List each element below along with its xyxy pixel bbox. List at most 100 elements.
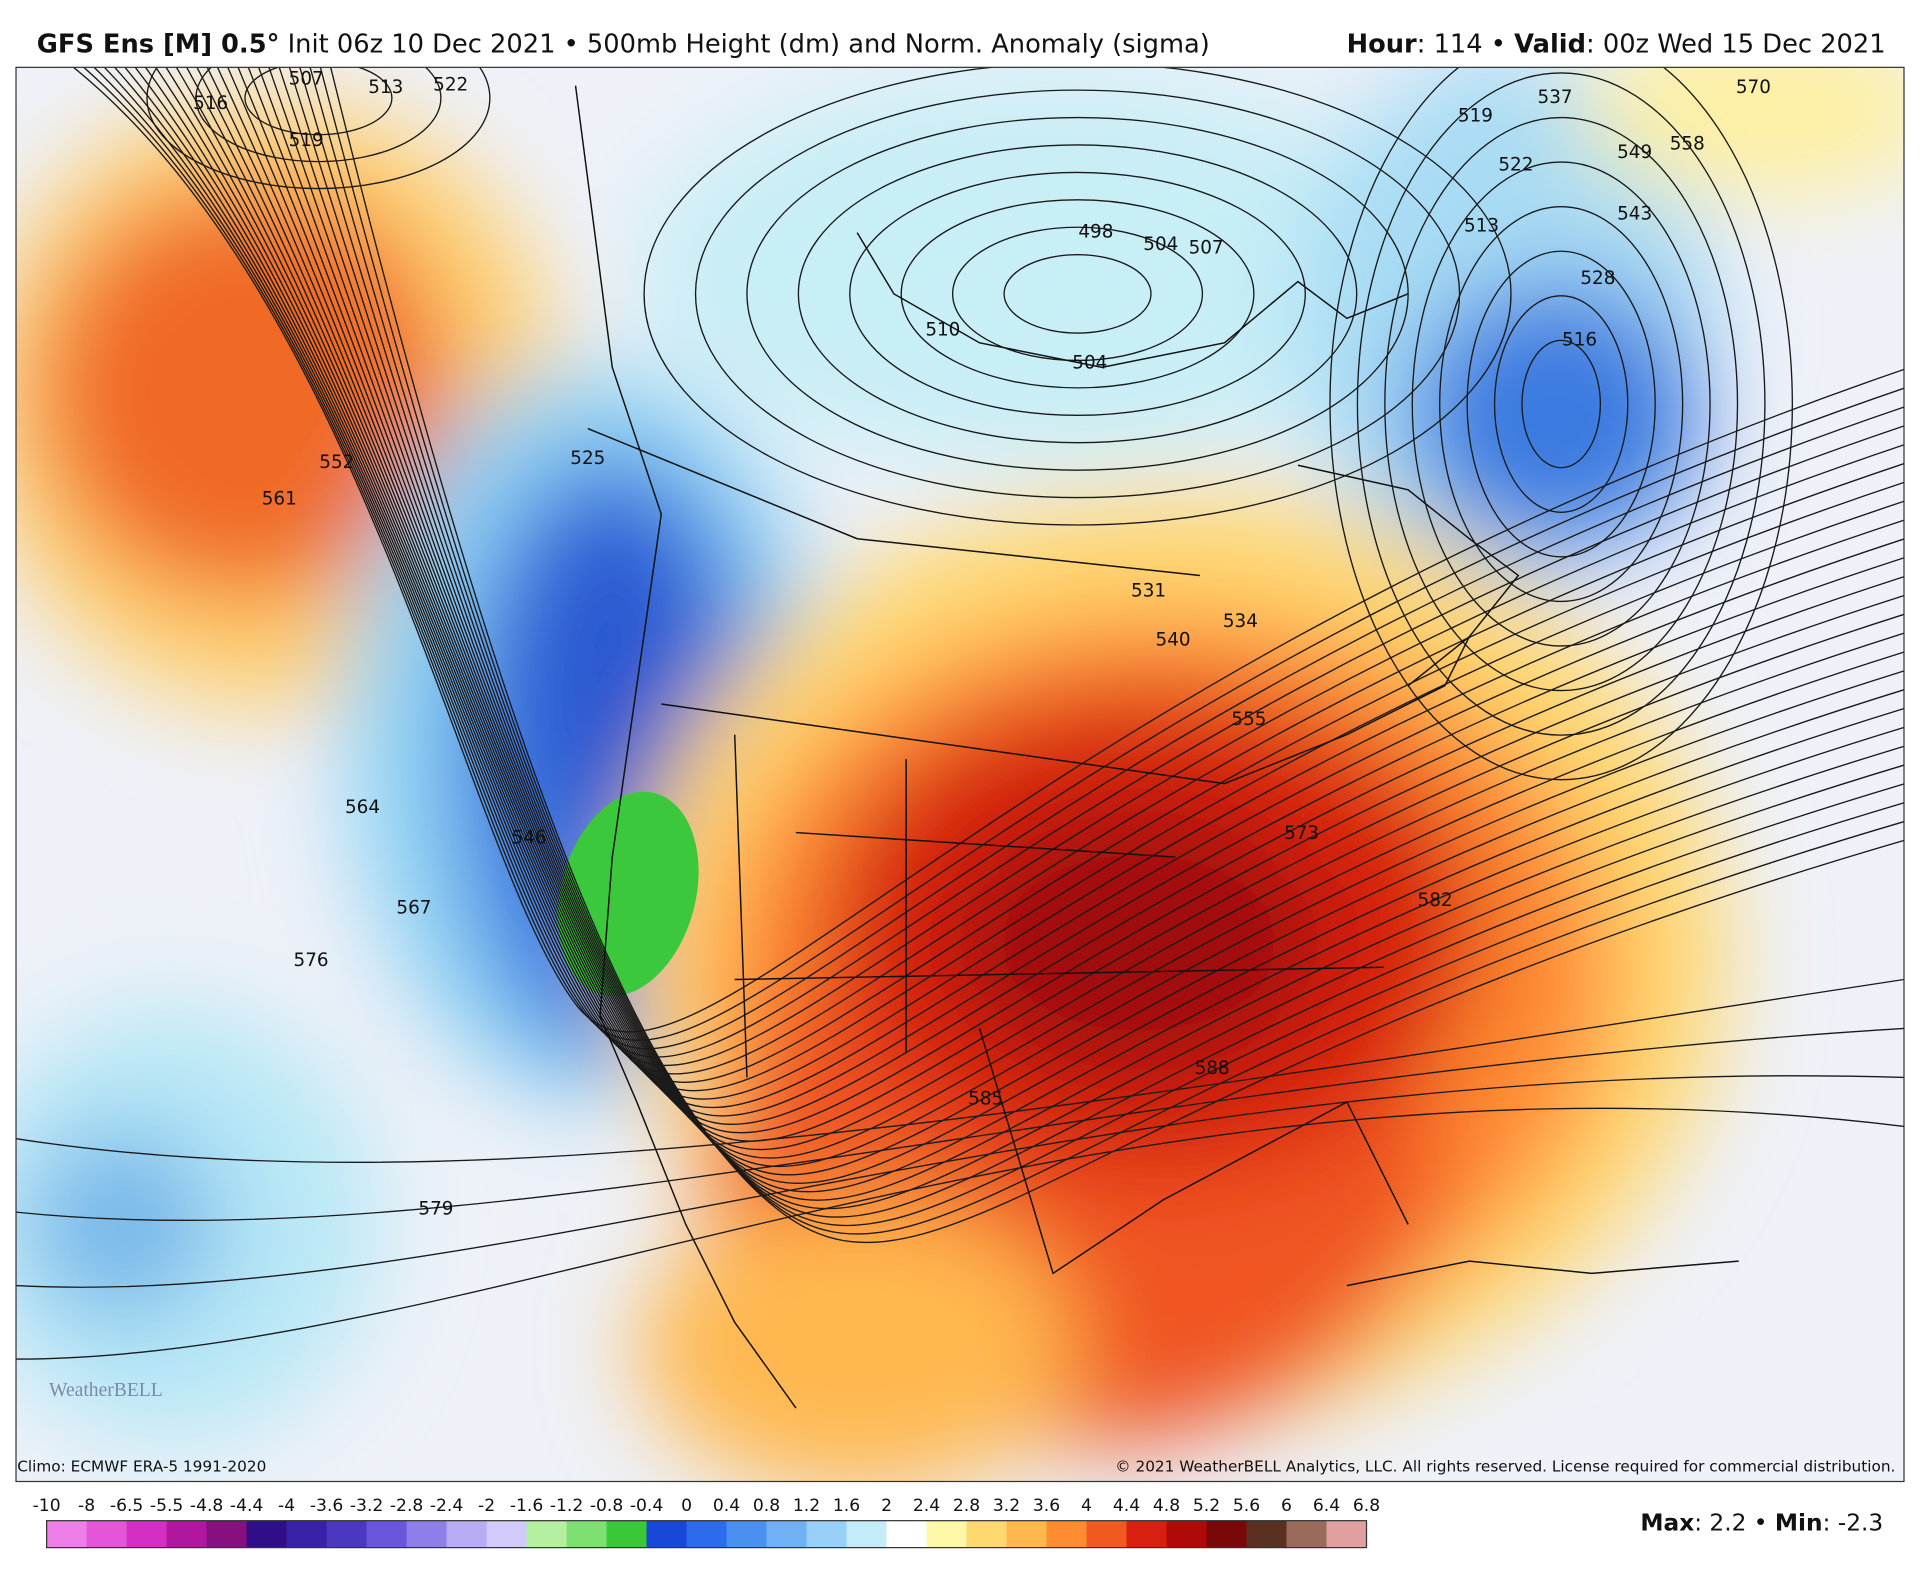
contour: [227, 67, 1904, 1159]
colorbar-swatch: [526, 1520, 568, 1548]
header-part: Max: [1640, 1509, 1694, 1536]
colorbar-frame: [46, 1520, 1368, 1549]
contour: [1384, 116, 1739, 692]
colorbar-label: 2.8: [953, 1496, 980, 1516]
contour-label: 582: [1418, 890, 1453, 911]
contour-label: 588: [1195, 1058, 1230, 1079]
colorbar-label: -8: [78, 1496, 95, 1516]
colorbar-swatch: [366, 1520, 408, 1548]
header-part: Min: [1775, 1509, 1823, 1536]
header-part: : 2.2 •: [1694, 1509, 1775, 1536]
contour: [900, 199, 1255, 389]
contour-label: 549: [1617, 142, 1652, 163]
colorbar-label: 3.2: [993, 1496, 1020, 1516]
colorbar-swatch: [1246, 1520, 1288, 1548]
contour: [16, 1075, 1904, 1288]
copyright: © 2021 WeatherBELL Analytics, LLC. All r…: [1115, 1458, 1895, 1476]
colorbar-swatch: [286, 1520, 328, 1548]
colorbar-swatch: [1046, 1520, 1088, 1548]
contour-label: 567: [396, 897, 431, 918]
contour-label: 510: [925, 320, 960, 341]
colorbar-label: -0.4: [630, 1496, 663, 1516]
colorbar-swatch: [566, 1520, 608, 1548]
contour: [1356, 72, 1766, 736]
colorbar-swatch: [406, 1520, 448, 1548]
colorbar-label: 4.4: [1113, 1496, 1140, 1516]
borders: [574, 85, 1739, 1409]
colorbar-label: 3.6: [1033, 1496, 1060, 1516]
colorbar-label: -2.4: [430, 1496, 463, 1516]
colorbar-label: 0: [681, 1496, 692, 1516]
colorbar-label: 1.2: [793, 1496, 820, 1516]
colorbar-label: 4: [1081, 1496, 1092, 1516]
colorbar-label: 0.4: [713, 1496, 740, 1516]
contour-label: 576: [294, 950, 329, 971]
colorbar-label: -6.5: [110, 1496, 143, 1516]
contour: [195, 67, 442, 163]
colorbar-swatch: [846, 1520, 888, 1548]
colorbar-label: 6: [1281, 1496, 1292, 1516]
colorbar-label: 4.8: [1153, 1496, 1180, 1516]
contour-label: 558: [1670, 133, 1705, 154]
colorbar-label: 1.6: [833, 1496, 860, 1516]
contour: [1466, 250, 1656, 558]
contour: [797, 144, 1358, 444]
header-part: GFS Ens [M] 0.5°: [37, 30, 280, 60]
map-frame: [15, 66, 1905, 1483]
colorbar-swatch: [46, 1520, 88, 1548]
contour: [16, 1107, 1904, 1360]
colorbar-swatch: [1126, 1520, 1168, 1548]
max-min: Max: 2.2 • Min: -2.3: [1640, 1509, 1883, 1536]
contour: [268, 67, 1904, 1193]
contour: [247, 67, 1904, 1176]
contour-label: 507: [289, 69, 324, 90]
contour: [299, 67, 1904, 1218]
colorbar-swatch: [966, 1520, 1008, 1548]
contour-labels: 516 507 513 522 519 561 552 525 564 546 567 576 579 4…: [193, 69, 1771, 1220]
colorbar-swatch: [206, 1520, 248, 1548]
colorbar-label: -4: [278, 1496, 295, 1516]
colorbar-swatch: [126, 1520, 168, 1548]
contour-label: 555: [1231, 709, 1266, 730]
contour: [16, 1027, 1904, 1222]
contour-label: 498: [1078, 222, 1113, 243]
colorbar-swatch: [486, 1520, 528, 1548]
colorbar-swatch: [1086, 1520, 1128, 1548]
colorbar-label: 2: [881, 1496, 892, 1516]
contour: [16, 978, 1904, 1163]
contour-label: 534: [1223, 611, 1258, 632]
contour: [951, 226, 1204, 362]
colorbar-label: 5.2: [1193, 1496, 1220, 1516]
colorbar-swatch: [646, 1520, 688, 1548]
contour-label: 522: [1498, 154, 1533, 175]
contour: [244, 67, 393, 136]
contour-label: 513: [1464, 216, 1499, 237]
colorbar-label: 6.8: [1353, 1496, 1380, 1516]
colorbar-label: -0.8: [590, 1496, 623, 1516]
colorbar-label: 2.4: [913, 1496, 940, 1516]
contour-label: 543: [1617, 203, 1652, 224]
contour-label: 507: [1189, 238, 1224, 259]
contour: [1493, 295, 1629, 513]
colorbar-label: -10: [33, 1496, 61, 1516]
contour: [237, 67, 1904, 1168]
colorbar-label: 5.6: [1233, 1496, 1260, 1516]
colorbar-label: -3.6: [310, 1496, 343, 1516]
colorbar-swatch: [1326, 1520, 1368, 1548]
colorbar-swatch: [1166, 1520, 1208, 1548]
height-contours: [16, 67, 1904, 1360]
contour: [258, 67, 1904, 1184]
header-part: : -2.3: [1823, 1509, 1884, 1536]
colorbar-swatch: [886, 1520, 928, 1548]
header-part: Valid: [1514, 30, 1586, 60]
map: 516 507 513 522 519 561 552 525 564 546 567 576 579 4…: [16, 67, 1904, 1482]
contour: [330, 67, 1904, 1244]
contour: [1521, 339, 1602, 469]
colorbar-label: -2.8: [390, 1496, 423, 1516]
contour: [643, 67, 1512, 526]
colorbar-swatch: [1286, 1520, 1328, 1548]
colorbar-label: -3.2: [350, 1496, 383, 1516]
contour: [1329, 67, 1793, 781]
colorbar-label: 6.4: [1313, 1496, 1340, 1516]
colorbar-swatch: [1006, 1520, 1048, 1548]
